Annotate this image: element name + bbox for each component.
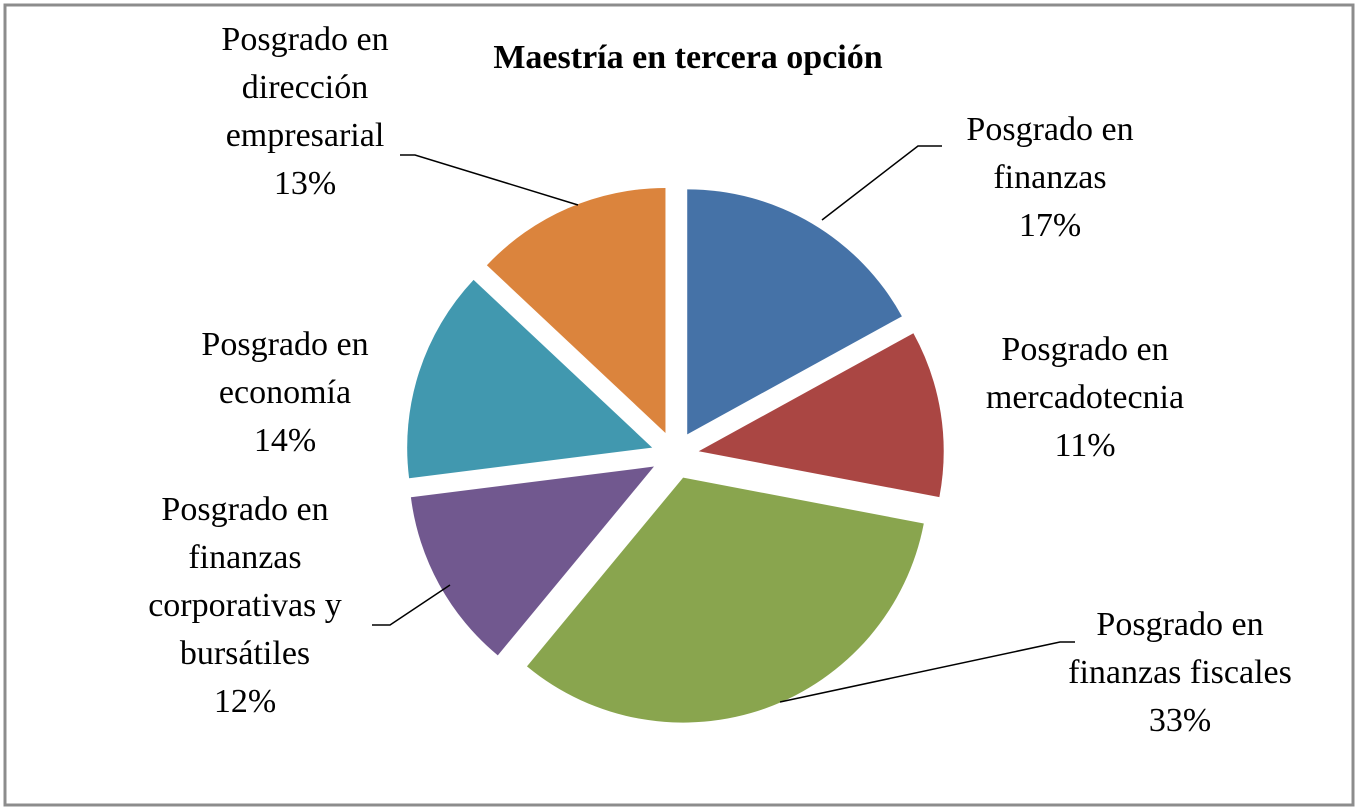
slice-value-label: 33% <box>1149 702 1211 739</box>
slice-value-label: 12% <box>214 683 276 720</box>
chart-title: Maestría en tercera opción <box>493 39 882 76</box>
slice-value-label: 17% <box>1019 207 1081 244</box>
slice-value-label: 14% <box>254 422 316 459</box>
slice-value-label: 13% <box>274 165 336 202</box>
chart: Maestría en tercera opción Posgrado enfi… <box>0 0 1358 809</box>
slice-value-label: 11% <box>1054 427 1115 464</box>
page: {"chart_data": {"type": "pie", "title": … <box>0 0 1358 809</box>
